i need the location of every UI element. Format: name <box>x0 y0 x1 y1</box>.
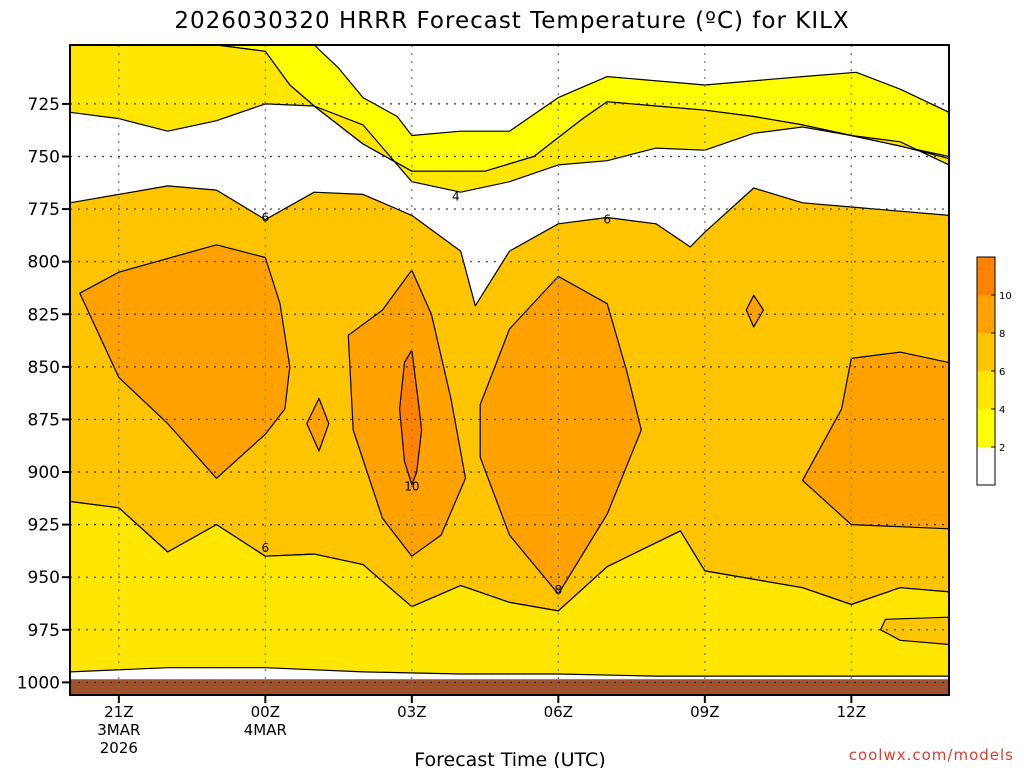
x-tick-label: 3MAR <box>97 721 140 739</box>
contour-region-band-8-10-tiny-diamond <box>745 294 764 328</box>
colorbar-swatch <box>977 257 995 295</box>
x-tick-label: 4MAR <box>244 721 287 739</box>
colorbar-label: 6 <box>999 367 1005 378</box>
x-axis-label: Forecast Time (UTC) <box>414 749 605 768</box>
contour-label: 6 <box>262 210 270 224</box>
contour-label: 10 <box>404 480 419 494</box>
y-axis: 725 750 775 800 825 850 875 900 925 950 975 1000 <box>17 95 70 693</box>
colorbar-swatch <box>977 447 995 485</box>
plot-frame <box>69 44 950 696</box>
y-tick-label: 900 <box>28 463 60 483</box>
contour-region-band-6-8-bottom-right <box>880 616 949 646</box>
contour-region-band-8-10-left <box>79 244 291 479</box>
y-tick-label: 925 <box>28 516 60 536</box>
y-tick-label: 850 <box>28 358 60 378</box>
contour-label: 4 <box>452 189 460 203</box>
y-tick-label: 775 <box>28 200 60 220</box>
y-tick-label: 875 <box>28 410 60 430</box>
x-tick-label: 21Z <box>104 703 133 721</box>
y-tick-label: 950 <box>28 568 60 588</box>
y-tick-label: 800 <box>28 253 60 273</box>
colorbar-label: 8 <box>999 329 1005 340</box>
contour-region-band-4-6-bottom <box>70 500 949 677</box>
x-tick-label: 03Z <box>397 703 426 721</box>
y-tick-label: 750 <box>28 147 60 167</box>
x-tick-label: 06Z <box>544 703 573 721</box>
credit-text: coolwx.com/models <box>849 746 1014 764</box>
contour-region-band-8-10-far-right <box>801 351 949 530</box>
y-tick-label: 825 <box>28 305 60 325</box>
contour-label: 8 <box>555 583 563 597</box>
contour-label: 6 <box>262 541 270 555</box>
y-tick-label: 725 <box>28 95 60 115</box>
contour-region-band-8-10-small-diamond <box>306 397 330 452</box>
x-tick-label: 12Z <box>837 703 866 721</box>
x-tick-label: 00Z <box>251 703 280 721</box>
colorbar-label: 4 <box>999 405 1005 416</box>
x-tick-label: 09Z <box>690 703 719 721</box>
colorbar: 2 4 6 8 10 <box>976 256 1012 486</box>
y-tick-label: 1000 <box>17 673 60 693</box>
contour-region-band-10-12 <box>399 349 423 486</box>
colorbar-swatch <box>977 371 995 409</box>
colorbar-swatch <box>977 409 995 447</box>
colorbar-swatch <box>977 333 995 371</box>
colorbar-label: 10 <box>999 291 1012 302</box>
contour-region-band-4-6 <box>70 45 949 193</box>
plot-area: 4 6 6 6 10 8 <box>70 45 949 695</box>
colorbar-label: 2 <box>999 443 1005 454</box>
x-tick-label: 2026 <box>100 739 138 757</box>
contour-label: 6 <box>603 213 611 227</box>
contour-region-band-8-10-right <box>479 275 642 595</box>
ground-strip <box>70 679 949 695</box>
chart-title: 2026030320 HRRR Forecast Temperature (ºC… <box>174 8 849 34</box>
y-tick-label: 975 <box>28 621 60 641</box>
colorbar-swatch <box>977 295 995 333</box>
